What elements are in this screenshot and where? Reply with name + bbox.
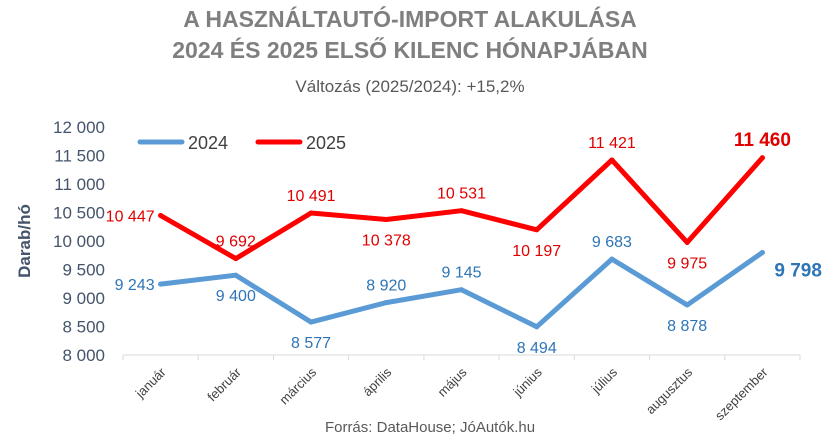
chart-subtitle: Változás (2025/2024): +15,2%: [295, 77, 524, 96]
data-point-2025: [308, 210, 314, 216]
y-tick-label: 8 000: [62, 346, 105, 365]
legend-label-2025: 2025: [306, 133, 346, 153]
data-point-2025: [609, 157, 615, 163]
data-label-2024: 8 577: [291, 335, 331, 352]
y-tick-label: 9 500: [62, 261, 105, 280]
y-axis-label: Darab/hó: [15, 204, 34, 278]
data-label-2024: 8 878: [667, 318, 707, 335]
chart-title-line-1: A HASZNÁLTAUTÓ-IMPORT ALAKULÁSA: [183, 5, 637, 32]
data-label-2024: 9 145: [441, 265, 481, 282]
source-note: Forrás: DataHouse; JóAutók.hu: [325, 419, 535, 436]
data-label-2025: 10 447: [106, 209, 155, 226]
data-label-2025: 9 975: [667, 255, 707, 272]
data-label-2025: 10 378: [362, 232, 411, 249]
x-tick-label: augusztus: [643, 364, 696, 417]
data-point-2024: [158, 281, 164, 287]
data-point-2024: [383, 300, 389, 306]
data-label-2025: 10 491: [287, 188, 336, 205]
data-point-2024: [459, 287, 464, 293]
data-label-2024: 9 683: [592, 234, 632, 251]
data-label-2024: 9 243: [115, 277, 155, 294]
data-label-2025: 10 531: [437, 186, 486, 203]
x-tick-label: február: [204, 364, 244, 404]
data-point-2025: [459, 208, 464, 214]
x-tick-label: április: [360, 364, 395, 399]
data-point-2024: [233, 272, 239, 278]
data-point-2024: [759, 250, 765, 256]
data-point-2025: [534, 227, 540, 233]
data-label-2025: 11 421: [588, 135, 636, 152]
data-point-2025: [759, 155, 765, 161]
x-tick-label: július: [588, 364, 621, 397]
data-point-2024: [609, 256, 615, 262]
x-tick-label: június: [510, 364, 546, 400]
data-point-2025: [233, 256, 239, 262]
data-label-2025: 9 692: [216, 234, 256, 251]
data-label-2024: 9 798: [774, 261, 822, 282]
data-label-2025: 10 197: [512, 243, 561, 260]
plot-area: 8 000 8 500 9 000 9 500 10 000 10 500 11 000 11…: [53, 118, 822, 423]
data-point-2025: [684, 239, 690, 245]
y-tick-label: 10 000: [53, 232, 105, 251]
y-tick-label: 8 500: [62, 318, 105, 337]
data-label-2025: 11 460: [734, 130, 791, 151]
x-tick-label: szeptember: [712, 364, 771, 423]
data-label-2024: 8 920: [366, 278, 406, 295]
y-tick-label: 12 000: [53, 118, 105, 137]
data-point-2024: [684, 302, 690, 308]
data-point-2025: [158, 213, 164, 219]
x-tick-label: május: [434, 364, 469, 399]
y-tick-label: 11 000: [54, 175, 105, 194]
legend-label-2024: 2024: [188, 133, 228, 153]
y-tick-label: 10 500: [53, 204, 105, 223]
chart-title-line-2: 2024 ÉS 2025 ELSŐ KILENC HÓNAPJÁBAN: [172, 36, 648, 63]
data-point-2024: [308, 319, 314, 325]
x-tick-label: március: [276, 364, 319, 407]
data-point-2025: [383, 216, 389, 222]
y-tick-label: 9 000: [62, 289, 105, 308]
data-point-2024: [534, 324, 540, 330]
x-tick-label: január: [132, 364, 169, 401]
data-label-2024: 9 400: [216, 288, 256, 305]
data-label-2024: 8 494: [517, 340, 557, 357]
y-tick-label: 11 500: [54, 147, 105, 166]
